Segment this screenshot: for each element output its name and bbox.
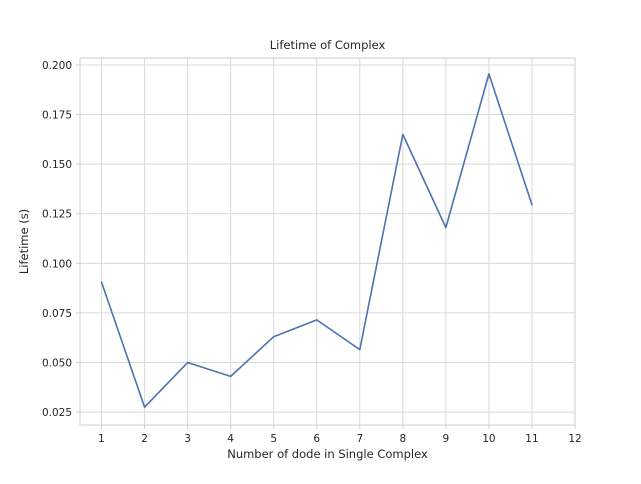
chart-title: Lifetime of Complex (270, 38, 386, 52)
x-tick-label: 8 (399, 433, 406, 445)
x-tick-label: 11 (525, 433, 538, 445)
tick-layer: 1 2 3 4 5 6 7 8 9 10 11 120.0250.0500.0750.1000.125… (42, 60, 582, 445)
x-axis-title: Number of dode in Single Complex (227, 447, 428, 461)
y-tick-label: 0.075 (42, 308, 72, 320)
y-tick-label: 0.025 (42, 407, 72, 419)
x-tick-label: 5 (270, 433, 277, 445)
y-tick-label: 0.125 (42, 209, 72, 221)
y-tick-label: 0.050 (42, 358, 72, 370)
y-tick-label: 0.150 (42, 159, 72, 171)
x-tick-label: 10 (482, 433, 495, 445)
y-axis-title: Lifetime (s) (17, 209, 31, 274)
series-line (100, 73, 533, 408)
y-tick-label: 0.200 (42, 60, 72, 72)
x-tick-label: 4 (227, 433, 234, 445)
x-tick-label: 9 (443, 433, 450, 445)
plot-frame (79, 57, 576, 426)
x-tick-label: 7 (356, 433, 363, 445)
x-tick-label: 12 (568, 433, 581, 445)
x-tick-label: 6 (313, 433, 320, 445)
y-tick-label: 0.175 (42, 110, 72, 122)
grid-layer (80, 58, 576, 425)
series-layer (100, 73, 533, 408)
x-tick-label: 3 (184, 433, 191, 445)
x-tick-label: 1 (98, 433, 105, 445)
x-tick-label: 2 (141, 433, 148, 445)
y-tick-label: 0.100 (42, 258, 72, 270)
